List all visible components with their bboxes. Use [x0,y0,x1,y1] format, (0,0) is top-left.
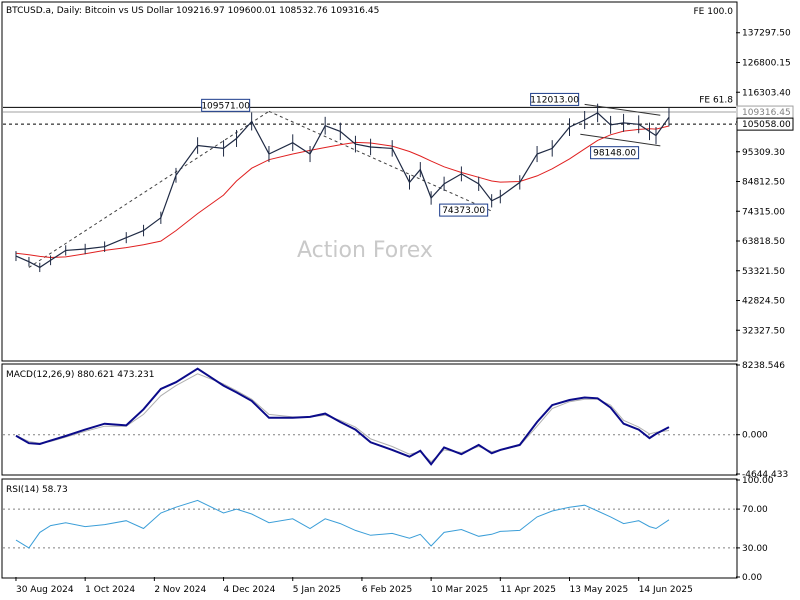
price-layer: FE 100.0 FE 61.8 109571.00 112013.00 98148.0… [3,7,736,273]
price-axis-label: 95309.30 [742,148,785,158]
rsi-axis-label: 30.00 [742,544,768,554]
x-axis-label: 14 Jun 2025 [639,585,693,595]
annotation-label: 74373.00 [442,206,485,216]
annotation-box [439,203,489,217]
price-axis-label: 63818.50 [742,237,785,247]
x-axis-label: 13 May 2025 [570,585,629,595]
price-panel [1,1,738,362]
macd-header: MACD(12,26,9) 880.621 473.231 [6,370,155,380]
annotation-label: 109571.00 [201,101,250,111]
price-tag-box [736,117,794,131]
price-axis-label: 137297.50 [742,29,791,39]
price-axis-label: 126800.15 [742,59,791,69]
price-axis-label: 32327.50 [742,326,785,336]
x-axis-label: 5 Jan 2025 [293,585,341,595]
price-axis-label: 53321.50 [742,267,785,277]
x-axis-label: 11 Apr 2025 [500,585,556,595]
annotation-label: 98148.00 [593,149,636,159]
x-axis-label: 1 Oct 2024 [85,585,135,595]
x-axis-label: 2 Nov 2024 [154,585,206,595]
rsi-panel [1,478,738,579]
axis-layer: 137297.50126800.15116303.40105806.059530… [15,29,794,595]
x-axis-label: 4 Dec 2024 [224,585,276,595]
price-tag-label: 105058.00 [742,120,791,130]
x-axis-label: 10 Mar 2025 [431,585,488,595]
macd-layer [3,367,736,466]
macd-axis-label: 8238.546 [742,361,785,371]
x-axis-label: 6 Feb 2025 [362,585,412,595]
trend-dashed-down [268,110,492,212]
rsi-axis-label: 100.00 [742,476,774,486]
annotation-box [530,92,580,106]
rsi-line [15,499,670,549]
price-axis-label: 116303.40 [742,88,791,98]
channel-lower-line [580,133,661,147]
rsi-axis-label: 70.00 [742,505,768,515]
x-axis-label: 30 Aug 2024 [16,585,74,595]
rsi-layer [3,499,736,549]
macd-axis-label: 0.000 [742,431,768,441]
annotation-label: 112013.00 [530,95,579,105]
annotation-box [201,98,251,112]
price-axis-label: 84812.50 [742,178,785,188]
macd-line [15,367,670,466]
annotation-box [590,146,640,160]
price-header: BTCUSD.a, Daily: Bitcoin vs US Dollar 10… [6,6,379,16]
price-axis-label: 74315.00 [742,207,785,217]
fe-100-label: FE 100.0 [694,7,734,17]
macd-panel [1,363,738,476]
watermark: Action Forex [297,238,433,263]
price-tag-label: 109316.45 [742,108,791,118]
rsi-axis-label: 0.00 [742,573,762,583]
price-axis-label: 42824.50 [742,297,785,307]
rsi-header: RSI(14) 58.73 [6,485,68,495]
fe-61-8-label: FE 61.8 [699,95,733,105]
macd-axis-label: -4644.433 [742,470,788,480]
